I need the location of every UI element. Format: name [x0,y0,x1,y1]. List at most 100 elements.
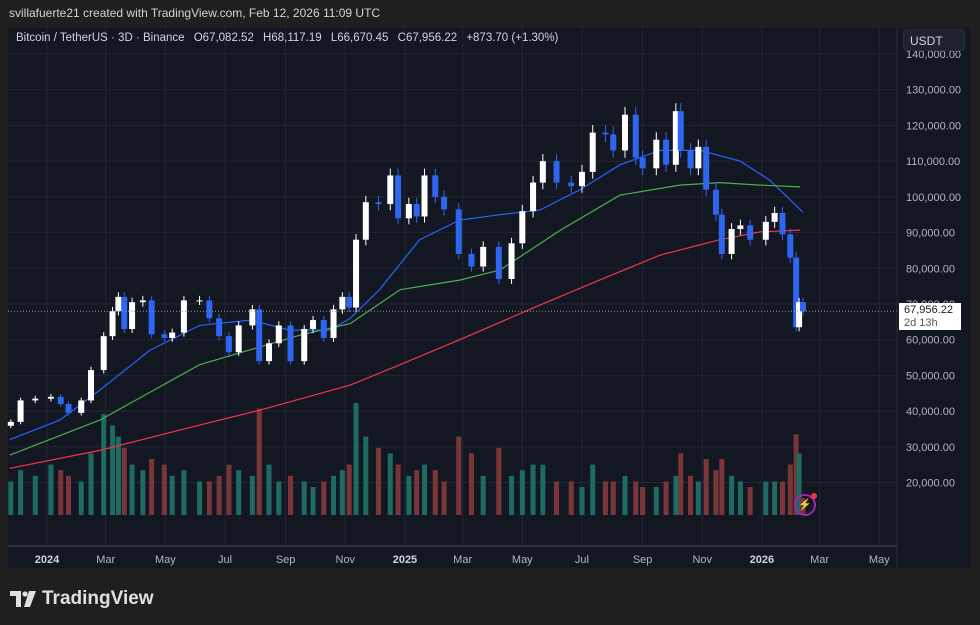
candle-body [779,212,786,235]
moving-averages [9,149,804,469]
volume-bar [226,464,232,515]
candle-body [88,370,95,401]
candle-body [762,221,769,240]
volume-bar [301,481,307,515]
candle-body [695,146,702,169]
time-tick-label: 2025 [393,554,417,566]
candle-body [578,171,585,187]
volume-bar [197,481,203,515]
candle-body [180,300,187,333]
volume-bar [787,464,793,515]
last-price-value: 67,956.22 [904,304,953,316]
volume-bar [509,475,515,515]
volume-bar [590,464,596,515]
candle-body [413,204,420,217]
candle-body [455,209,462,255]
tradingview-logo-icon [10,591,36,607]
chart-panel[interactable] [8,28,970,568]
volume-bar [88,453,94,515]
candle-body [539,161,546,183]
price-tick-label: 60,000.00 [906,335,955,347]
volume-bars [8,403,806,515]
lightning-icon[interactable]: ⚡ [794,493,817,516]
volume-bar [140,470,146,515]
volume-bar [346,464,352,515]
volume-bar [695,481,701,515]
volume-bar [363,436,369,515]
price-change: +873.70 (+1.30%) [466,32,559,44]
moving-average-ma_mid [9,181,801,456]
candle-body [728,229,735,255]
candle-body [672,111,679,165]
currency-button[interactable]: USDT [903,29,965,51]
time-tick-label: May [155,554,176,566]
candle-body [468,254,475,267]
volume-bar [713,470,719,515]
candle-body [47,396,54,399]
candle-body [57,396,64,404]
volume-bar [663,481,669,515]
price-tick-label: 90,000.00 [906,228,955,240]
candle-body [718,214,725,255]
grid [8,28,897,546]
candle-body [677,111,684,151]
price-tick-label: 80,000.00 [906,263,955,275]
volume-bar [747,487,753,515]
time-tick-label: Nov [692,554,712,566]
candle-body [216,318,223,337]
tradingview-logo[interactable]: TradingView [10,588,154,610]
volume-bar [256,408,262,515]
volume-bar [633,481,639,515]
volume-bar [18,470,24,515]
volume-bar [640,487,646,515]
candle-body [621,114,628,151]
candle-body [121,296,128,329]
candle-body [395,175,402,219]
volume-bar [610,481,616,515]
price-tick-label: 30,000.00 [906,442,955,454]
candle-body [109,311,116,337]
candle-body [301,328,308,362]
volume-bar [568,481,574,515]
volume-bar [66,475,72,515]
volume-bar [181,470,187,515]
volume-bar [169,475,175,515]
price-axis: 140,000.00 130,000.00 120,000.00 110,000.00… [906,49,961,490]
volume-bar [48,464,54,515]
candle-body [235,325,242,353]
price-tick-label: 100,000.00 [906,192,961,204]
candle-body [405,204,412,219]
volume-bar [602,481,608,515]
candle-body [65,403,72,413]
ohlc-close: C67,956.22 [397,32,458,44]
volume-bar [406,475,412,515]
volume-bar [101,414,107,515]
candle-body [169,332,176,338]
symbol-name[interactable]: Bitcoin / TetherUS · 3D · Binance [16,32,185,44]
candle-body [7,421,14,426]
candle-body [793,257,800,328]
candle-body [610,134,617,151]
candle-body [249,309,256,326]
candle-body [653,139,660,169]
candle-body [589,132,596,172]
volume-bar [793,434,799,515]
volume-bar [110,425,116,515]
candle-body [495,246,502,280]
candle-body [796,302,803,328]
time-tick-label: Sep [633,554,653,566]
volume-bar [310,487,316,515]
ohlc-low: L66,670.45 [330,32,389,44]
ohlc-high: H68,117.19 [263,32,322,44]
time-tick-label: 2024 [35,554,60,566]
candle-body [161,334,168,338]
volume-bar [530,464,536,515]
candle-body [663,139,670,165]
volume-bar [115,436,121,515]
time-tick-label: Mar [96,554,115,566]
volume-bar [395,464,401,515]
volume-bar [480,475,486,515]
tradingview-logo-text: TradingView [42,588,154,609]
volume-bar [719,459,725,515]
